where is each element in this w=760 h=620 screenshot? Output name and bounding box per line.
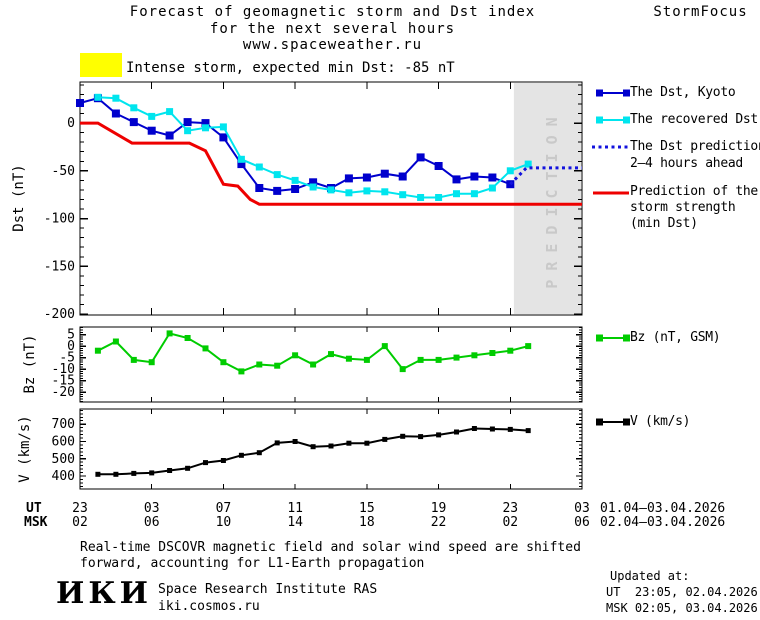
bz-y-tick-label: 0 (67, 339, 75, 354)
brand-label: StormFocus (653, 4, 748, 20)
legend-swatch-bz (596, 334, 630, 342)
bz-y-tick-label: -15 (52, 374, 75, 389)
prediction-band-label: PREDICTION (543, 108, 561, 288)
v-y-tick-label: 700 (52, 417, 75, 432)
legend-label-storm-strength: Prediction of the (630, 184, 758, 199)
iki-logo: ИКИ (56, 576, 152, 611)
dst-y-tick-label: -50 (52, 164, 75, 179)
x-tick-ut: 07 (215, 501, 232, 516)
v-y-tick-label: 600 (52, 434, 75, 449)
x-tick-ut: 03 (574, 501, 590, 516)
page-title: Forecast of geomagnetic storm and Dst in… (129, 4, 536, 20)
updated-at-label: Updated at: (610, 569, 690, 583)
storm-banner-text: Intense storm, expected min Dst: -85 nT (126, 60, 455, 76)
v-axis-label: V (km/s) (17, 415, 33, 483)
site-url: www.spaceweather.ru (242, 37, 423, 53)
dst-series-line (509, 166, 582, 186)
x-tick-msk: 06 (143, 515, 160, 530)
legend-label-dst-prediction-2: 2–4 hours ahead (630, 156, 743, 171)
updated-at-msk: MSK 02:05, 03.04.2026 (606, 601, 758, 615)
x-axis-ut-prefix: UT (26, 501, 42, 516)
x-tick-ut: 23 (502, 501, 519, 516)
updated-at-ut: UT 23:05, 02.04.2026 (606, 585, 758, 599)
bz-axis-label: Bz (nT) (22, 334, 38, 394)
dst-y-tick-label: -150 (44, 259, 75, 274)
legend-swatch-dst-kyoto (596, 89, 630, 97)
x-tick-ut: 19 (430, 501, 447, 516)
x-tick-msk: 02 (502, 515, 519, 530)
bz-y-tick-label: -10 (52, 362, 75, 377)
dst-y-tick-label: -100 (44, 212, 75, 227)
x-tick-msk: 02 (72, 515, 88, 530)
v-y-tick-label: 500 (52, 452, 75, 467)
legend-label-bz: Bz (nT, GSM) (630, 330, 721, 345)
v-series-line (97, 427, 529, 476)
x-axis-msk-prefix: MSK (24, 515, 48, 530)
institute-site: iki.cosmos.ru (158, 599, 260, 614)
legend-swatch-recovered-dst (596, 116, 630, 124)
legend-label-storm-strength-3: (min Dst) (630, 216, 698, 231)
footer-note-line2: forward, accounting for L1-Earth propaga… (80, 556, 425, 571)
legend-label-dst-prediction: The Dst prediction (630, 139, 760, 154)
x-tick-ut: 15 (359, 501, 375, 516)
bz-y-tick-label: -5 (59, 351, 75, 366)
bz-y-tick-label: 5 (67, 328, 75, 343)
dst-series-line (80, 121, 582, 206)
x-axis-msk-date-range: 02.04–03.04.2026 (600, 515, 726, 530)
x-axis-ut-date-range: 01.04–03.04.2026 (600, 501, 726, 516)
footer-note-line1: Real-time DSCOVR magnetic field and sola… (80, 540, 581, 555)
x-tick-msk: 06 (574, 515, 590, 530)
x-tick-msk: 18 (359, 515, 375, 530)
x-tick-msk: 10 (215, 515, 232, 530)
x-tick-ut: 23 (72, 501, 88, 516)
bz-y-tick-label: -20 (52, 385, 75, 400)
legend-label-recovered-dst: The recovered Dst (630, 112, 758, 127)
x-tick-msk: 14 (287, 515, 303, 530)
dst-y-tick-label: 0 (67, 116, 75, 131)
x-tick-ut: 11 (287, 501, 303, 516)
x-tick-msk: 22 (430, 515, 447, 530)
dst-axis-label: Dst (nT) (11, 164, 27, 232)
legend-label-storm-strength-2: storm strength (630, 200, 736, 215)
institute-name: Space Research Institute RAS (158, 582, 378, 597)
legend-label-dst-kyoto: The Dst, Kyoto (630, 85, 736, 100)
v-y-tick-label: 400 (52, 469, 75, 484)
dst-y-tick-label: -200 (44, 307, 75, 322)
page-subtitle: for the next several hours (209, 21, 456, 37)
x-tick-ut: 03 (143, 501, 160, 516)
legend-swatch-v (596, 418, 630, 426)
legend-swatch-dst-prediction (592, 145, 628, 149)
legend-swatch-storm-strength (593, 191, 629, 195)
storm-level-swatch (80, 53, 122, 77)
legend-label-v: V (km/s) (630, 414, 691, 429)
